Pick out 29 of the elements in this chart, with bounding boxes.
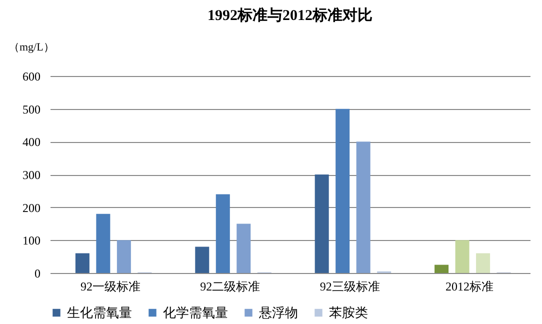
bar — [336, 108, 350, 273]
bar — [314, 174, 329, 273]
legend-label: 苯胺类 — [329, 304, 368, 320]
y-tick-label: 0 — [34, 266, 40, 280]
y-tick-label: 200 — [22, 200, 40, 215]
legend-label: 生化需氧量 — [67, 304, 132, 320]
bar — [455, 240, 470, 273]
bar — [216, 194, 230, 273]
y-tick-label: 500 — [22, 102, 40, 116]
bar — [356, 142, 370, 273]
bar — [75, 253, 90, 273]
x-tick-label: 92一级标准 — [80, 280, 140, 294]
y-tick-label: 400 — [22, 135, 40, 150]
bar — [116, 240, 131, 273]
bar — [476, 253, 490, 273]
x-tick-label: 92三级标准 — [320, 280, 380, 294]
bar — [96, 214, 110, 273]
bar — [434, 264, 449, 273]
y-tick-label: 600 — [22, 70, 40, 84]
x-tick-label: 92二级标准 — [200, 280, 260, 294]
legend-label: 化学需氧量 — [163, 304, 228, 320]
chart-title: 1992标准与2012标准对比 — [208, 7, 372, 24]
x-tick-label: 2012标准 — [446, 280, 494, 294]
y-tick-label: 300 — [22, 168, 40, 182]
y-axis-title: （mg/L） — [8, 42, 54, 54]
bar — [195, 246, 210, 273]
legend-label: 悬浮物 — [258, 304, 298, 320]
y-tick-label: 100 — [22, 234, 40, 248]
bar — [236, 224, 251, 273]
